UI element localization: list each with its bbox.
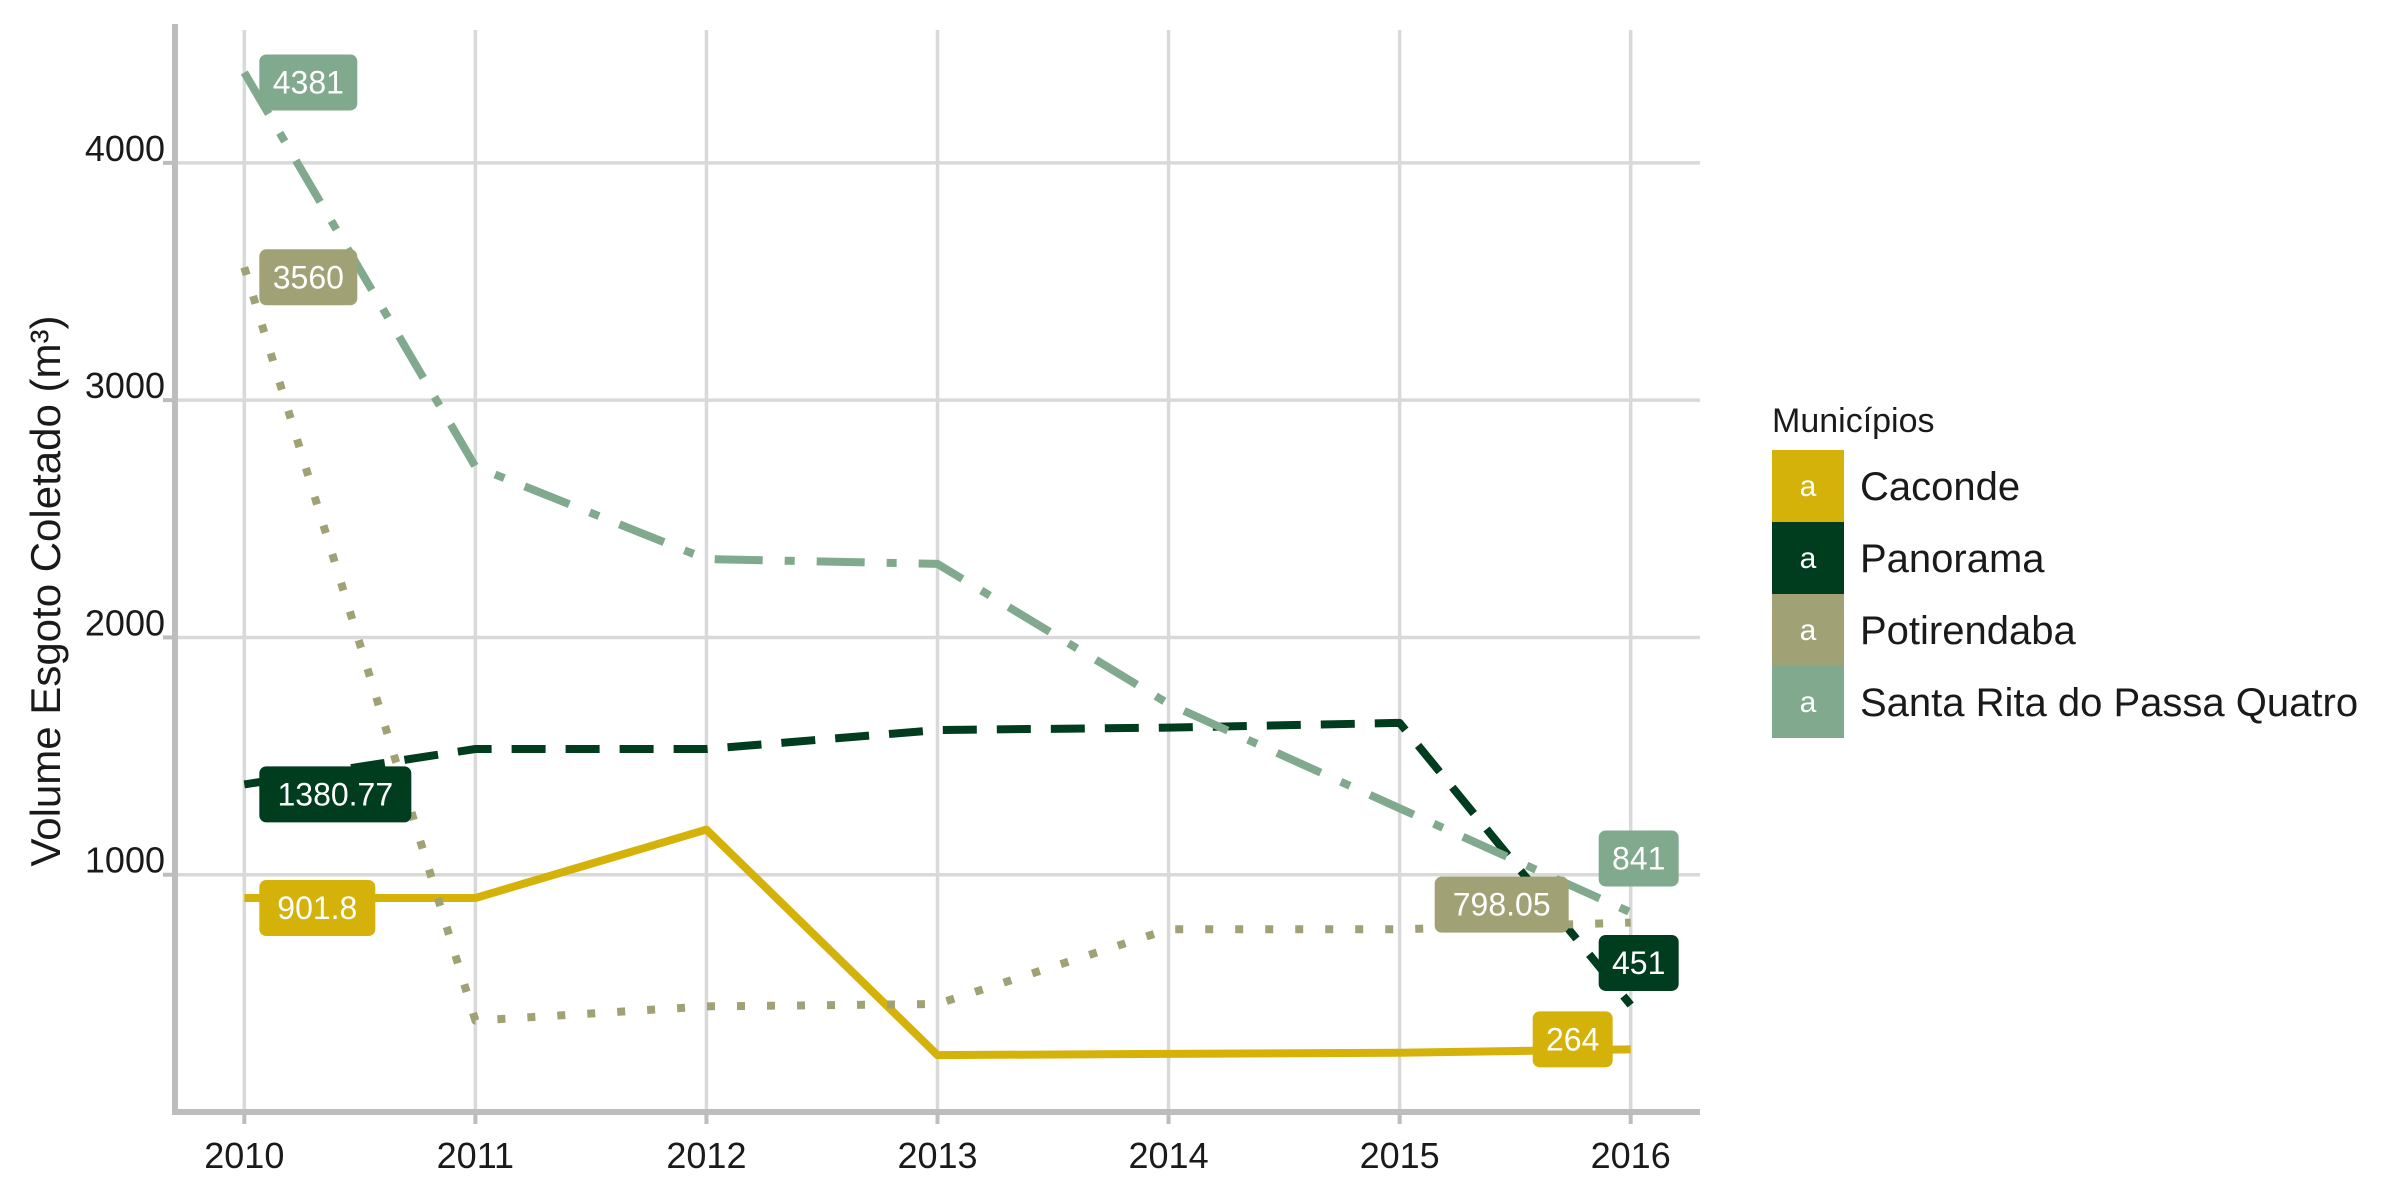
data-label-text: 3560 xyxy=(273,259,344,295)
legend-key xyxy=(1772,450,1844,522)
series-line xyxy=(244,825,1631,1060)
series-lines xyxy=(240,70,1634,1060)
legend-item: a Panorama xyxy=(1772,522,2045,594)
data-label: 901.8 xyxy=(259,880,376,937)
data-label-box xyxy=(259,766,412,823)
data-label: 1380.77 xyxy=(259,766,412,823)
x-tick-label: 2010 xyxy=(204,1135,284,1176)
legend-label: Caconde xyxy=(1860,465,2020,509)
data-label-box xyxy=(1598,830,1679,887)
data-label: 264 xyxy=(1532,1011,1613,1068)
data-label-text: 901.8 xyxy=(277,890,357,926)
legend-title: Municípios xyxy=(1772,402,1935,440)
data-label-box xyxy=(259,880,376,937)
legend-key-letter: a xyxy=(1800,614,1817,647)
y-axis-title: Volume Esgoto Coletado (m³) xyxy=(22,316,69,867)
legend-key-letter: a xyxy=(1800,686,1817,719)
y-tick-label: 4000 xyxy=(85,128,165,169)
x-tick-label: 2012 xyxy=(666,1135,746,1176)
data-label: 4381 xyxy=(259,54,358,111)
legend-label: Santa Rita do Passa Quatro xyxy=(1860,681,2358,725)
gridlines xyxy=(175,30,1700,1112)
x-tick-label: 2013 xyxy=(897,1135,977,1176)
series-line xyxy=(240,70,1633,917)
data-label-box xyxy=(1598,934,1679,991)
legend-label: Panorama xyxy=(1860,537,2045,581)
data-label-box xyxy=(1532,1011,1613,1068)
legend-key-letter: a xyxy=(1800,470,1817,503)
data-label: 451 xyxy=(1598,934,1679,991)
data-labels: 901.8 264 1380.77 451 3560 798.05 4381 841 xyxy=(259,54,1679,1068)
axes: 2010 2011 2012 2013 2014 2015 2016 1000 2000 3000… xyxy=(22,24,1700,1176)
legend-key xyxy=(1772,666,1844,738)
series-line xyxy=(243,718,1634,1008)
data-label-text: 4381 xyxy=(273,64,344,100)
x-tick-label: 2014 xyxy=(1129,1135,1209,1176)
x-tick-label: 2011 xyxy=(437,1135,514,1176)
data-label: 841 xyxy=(1598,830,1679,887)
data-label: 3560 xyxy=(259,249,358,306)
legend-key xyxy=(1772,522,1844,594)
legend-key-letter: a xyxy=(1800,542,1817,575)
legend-item: a Santa Rita do Passa Quatro xyxy=(1772,666,2358,738)
data-label-text: 264 xyxy=(1546,1021,1599,1057)
y-tick-label: 1000 xyxy=(85,840,165,881)
data-label: 798.05 xyxy=(1434,876,1569,933)
data-label-text: 841 xyxy=(1612,840,1665,876)
x-tick-label: 2015 xyxy=(1360,1135,1440,1176)
data-label-text: 451 xyxy=(1612,945,1665,981)
data-label-text: 1380.77 xyxy=(277,776,393,812)
y-tick-label: 3000 xyxy=(85,365,165,406)
legend-key xyxy=(1772,594,1844,666)
legend-item: a Potirendaba xyxy=(1772,594,2076,666)
x-tick-label: 2016 xyxy=(1591,1135,1671,1176)
legend-item: a Caconde xyxy=(1772,450,2020,522)
data-label-box xyxy=(1434,876,1569,933)
y-tick-label: 2000 xyxy=(85,602,165,643)
series-line xyxy=(240,266,1631,1025)
data-label-box xyxy=(259,249,358,306)
data-label-text: 798.05 xyxy=(1453,887,1551,923)
data-label-box xyxy=(259,54,358,111)
legend-label: Potirendaba xyxy=(1860,609,2076,653)
